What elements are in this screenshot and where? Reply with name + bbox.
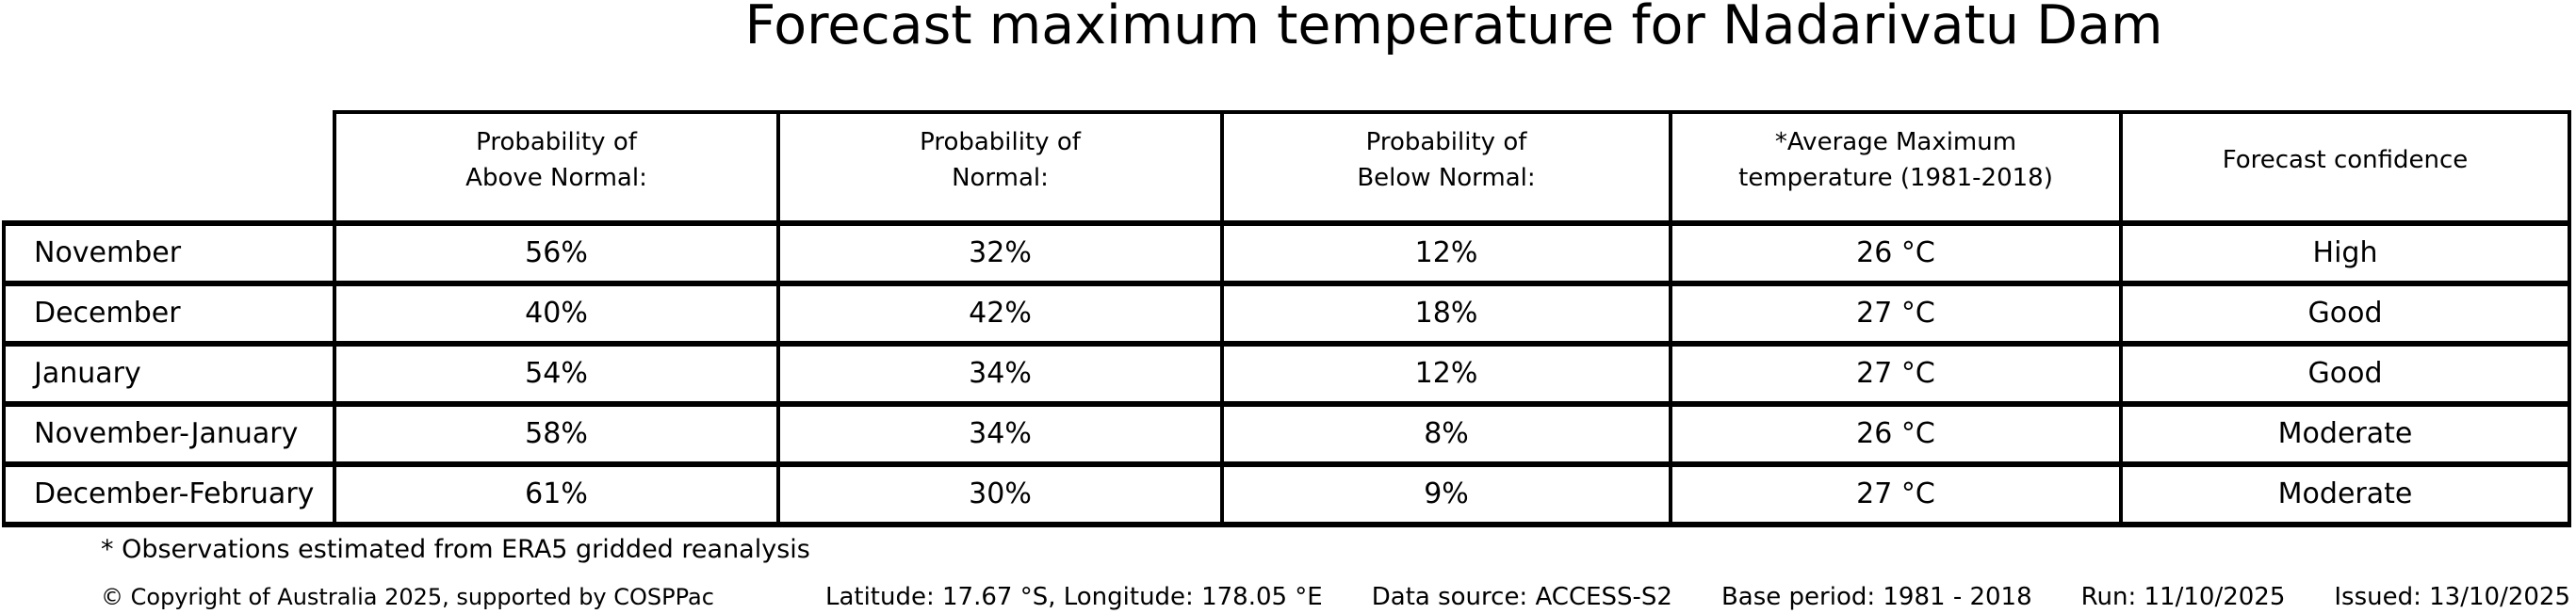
- cell-normal: 34%: [780, 407, 1224, 467]
- cell-above-normal: 58%: [336, 407, 780, 467]
- cell-avg-max-temp: 26 °C: [1672, 407, 2123, 467]
- cell-confidence: Good: [2123, 286, 2571, 347]
- cell-avg-max-temp: 27 °C: [1672, 286, 2123, 347]
- row-label: December: [2, 286, 336, 347]
- cell-avg-max-temp: 26 °C: [1672, 226, 2123, 286]
- cell-confidence: Moderate: [2123, 467, 2571, 527]
- cell-below-normal: 12%: [1224, 347, 1672, 407]
- header-below-normal: Probability of Below Normal:: [1224, 110, 1672, 226]
- row-label: December-February: [2, 467, 336, 527]
- cell-confidence: Good: [2123, 347, 2571, 407]
- header-normal: Probability of Normal:: [780, 110, 1224, 226]
- cell-normal: 34%: [780, 347, 1224, 407]
- cell-normal: 42%: [780, 286, 1224, 347]
- cell-confidence: Moderate: [2123, 407, 2571, 467]
- cell-confidence: High: [2123, 226, 2571, 286]
- footnote: * Observations estimated from ERA5 gridd…: [101, 535, 810, 564]
- cell-avg-max-temp: 27 °C: [1672, 347, 2123, 407]
- table-corner-spacer: [2, 110, 336, 226]
- footer-data-source: Data source: ACCESS-S2: [1371, 583, 1672, 611]
- footer-meta: Latitude: 17.67 °S, Longitude: 178.05 °E…: [825, 583, 2570, 611]
- row-label: November-January: [2, 407, 336, 467]
- footer-issued-date: Issued: 13/10/2025: [2334, 583, 2570, 611]
- cell-above-normal: 61%: [336, 467, 780, 527]
- forecast-table: Probability of Above Normal: Probability…: [2, 110, 2571, 527]
- footer-base-period: Base period: 1981 - 2018: [1720, 583, 2032, 611]
- row-label: November: [2, 226, 336, 286]
- header-above-normal: Probability of Above Normal:: [336, 110, 780, 226]
- cell-below-normal: 8%: [1224, 407, 1672, 467]
- footer-location: Latitude: 17.67 °S, Longitude: 178.05 °E: [824, 583, 1323, 611]
- footer-run-date: Run: 11/10/2025: [2080, 583, 2286, 611]
- cell-below-normal: 12%: [1224, 226, 1672, 286]
- cell-above-normal: 54%: [336, 347, 780, 407]
- cell-avg-max-temp: 27 °C: [1672, 467, 2123, 527]
- header-avg-max-temp: *Average Maximum temperature (1981-2018): [1672, 110, 2123, 226]
- cell-above-normal: 40%: [336, 286, 780, 347]
- cell-above-normal: 56%: [336, 226, 780, 286]
- cell-below-normal: 9%: [1224, 467, 1672, 527]
- header-forecast-confidence: Forecast confidence: [2123, 110, 2571, 226]
- row-label: January: [2, 347, 336, 407]
- footer-bar: © Copyright of Australia 2025, supported…: [101, 583, 2570, 611]
- cell-normal: 30%: [780, 467, 1224, 527]
- cell-normal: 32%: [780, 226, 1224, 286]
- cell-below-normal: 18%: [1224, 286, 1672, 347]
- footer-copyright: © Copyright of Australia 2025, supported…: [101, 584, 714, 610]
- page-title: Forecast maximum temperature for Nadariv…: [744, 0, 2163, 57]
